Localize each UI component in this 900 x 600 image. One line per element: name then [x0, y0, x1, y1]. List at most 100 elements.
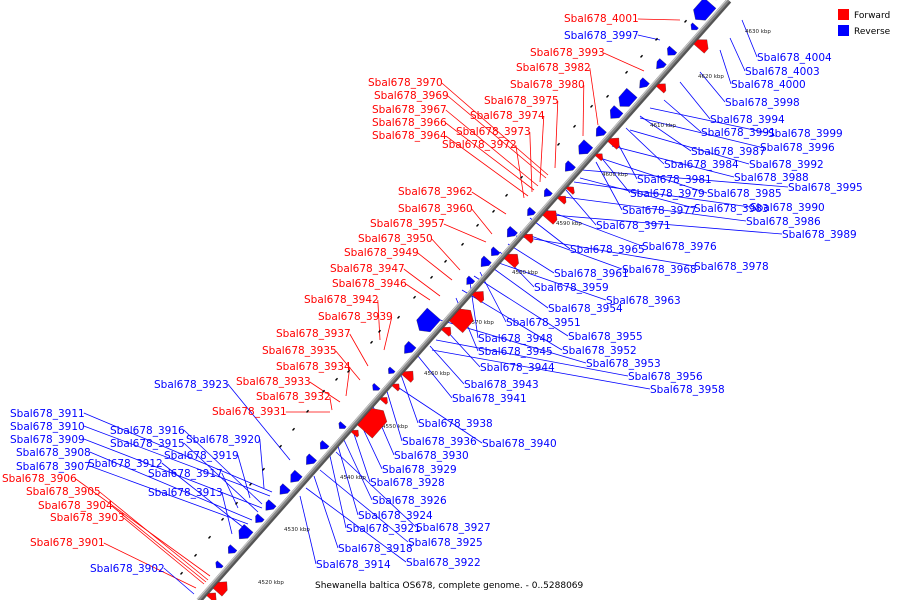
reverse-leader-line: [719, 49, 732, 85]
reverse-gene-label: Sbal678_3920: [186, 434, 261, 446]
reverse-gene-label: Sbal678_3998: [725, 97, 800, 109]
reverse-gene: [527, 206, 536, 216]
forward-gene: [357, 408, 388, 439]
reverse-gene: [578, 139, 594, 155]
reverse-leader-line: [611, 145, 735, 178]
forward-gene: [693, 39, 709, 54]
reverse-gene-label: Sbal678_3990: [750, 202, 825, 214]
forward-gene-label: Sbal678_3960: [398, 203, 473, 215]
legend-reverse-label: Reverse: [854, 27, 891, 37]
forward-gene: [401, 370, 414, 383]
reverse-leader-line: [89, 465, 249, 525]
forward-gene-label: Sbal678_3931: [212, 406, 287, 418]
forward-leader-line: [471, 191, 507, 215]
forward-gene-label: Sbal678_3974: [470, 110, 545, 122]
reverse-gene-label: Sbal678_3943: [464, 379, 539, 391]
reverse-leader-line: [335, 451, 417, 528]
tick-dash: [573, 124, 577, 128]
reverse-gene-label: Sbal678_3924: [358, 510, 433, 522]
kbp-tick-label: 4540 kbp: [340, 475, 366, 481]
reverse-leader-line: [161, 462, 245, 529]
reverse-gene-label: Sbal678_4004: [757, 52, 832, 64]
reverse-leader-line: [729, 37, 746, 72]
forward-leader-line: [441, 82, 549, 176]
forward-gene-label: Sbal678_3935: [262, 345, 337, 357]
forward-leader-line: [471, 208, 493, 235]
reverse-leader-line: [615, 139, 638, 180]
reverse-gene-label: Sbal678_3927: [416, 522, 491, 534]
tick-dash: [397, 315, 401, 319]
reverse-leader-line: [313, 475, 339, 549]
reverse-gene: [618, 87, 638, 107]
forward-gene-label: Sbal678_3932: [256, 391, 331, 403]
reverse-leader-line: [163, 567, 195, 595]
tick-dash: [180, 571, 184, 575]
reverse-gene-label: Sbal678_3948: [478, 333, 553, 345]
reverse-gene-label: Sbal678_3902: [90, 563, 165, 575]
kbp-tick-label: 4630 kbp: [745, 29, 771, 35]
reverse-gene-label: Sbal678_3995: [788, 182, 863, 194]
forward-gene-label: Sbal678_3970: [368, 77, 443, 89]
reverse-gene-label: Sbal678_3915: [110, 438, 185, 450]
reverse-gene-label: Sbal678_3994: [710, 114, 785, 126]
forward-leader-line: [554, 100, 559, 169]
forward-gene: [379, 397, 388, 405]
reverse-gene-label: Sbal678_3958: [650, 384, 725, 396]
tick-dash: [207, 535, 212, 539]
reverse-gene: [388, 366, 396, 374]
forward-gene-label: Sbal678_3980: [510, 79, 585, 91]
reverse-leader-line: [699, 71, 726, 103]
forward-gene-label: Sbal678_3947: [330, 263, 405, 275]
reverse-gene-label: Sbal678_3986: [746, 216, 821, 228]
forward-gene-label: Sbal678_3933: [236, 376, 311, 388]
reverse-gene-label: Sbal678_3999: [768, 128, 843, 140]
reverse-gene: [265, 499, 277, 511]
reverse-leader-line: [495, 261, 607, 301]
forward-leader-line: [443, 223, 487, 243]
gene-labels: Sbal678_4001 Sbal678_3993 Sbal678_3982 Sbal…: [2, 13, 863, 575]
forward-leader-line: [349, 333, 369, 367]
backbone-shadow: [197, 0, 732, 600]
forward-gene: [557, 195, 567, 205]
tick-dash: [504, 193, 509, 197]
kbp-tick-label: 4580 kbp: [512, 270, 538, 276]
forward-gene-label: Sbal678_3904: [38, 500, 113, 512]
reverse-gene: [338, 421, 347, 429]
reverse-leader-line: [639, 117, 761, 148]
tick-dash: [306, 409, 310, 413]
reverse-gene-label: Sbal678_3955: [568, 331, 643, 343]
reverse-gene-label: Sbal678_3983: [694, 203, 769, 215]
tick-dash: [476, 223, 480, 227]
reverse-gene-label: Sbal678_3912: [88, 458, 163, 470]
reverse-leader-line: [83, 425, 271, 497]
reverse-gene-label: Sbal678_3952: [562, 345, 637, 357]
forward-gene: [212, 581, 228, 597]
tick-dash: [625, 70, 629, 74]
reverse-gene-label: Sbal678_3944: [480, 362, 555, 374]
reverse-leader-line: [515, 235, 695, 267]
reverse-gene: [255, 513, 265, 523]
reverse-leader-line: [519, 231, 623, 270]
reverse-leader-line: [629, 129, 750, 165]
tick-dash: [430, 275, 434, 279]
tick-dash: [262, 467, 266, 471]
forward-leader-line: [417, 252, 453, 281]
reverse-gene: [372, 383, 381, 391]
reverse-gene-label: Sbal678_3914: [316, 559, 391, 571]
forward-leader-line: [515, 144, 525, 199]
reverse-gene: [480, 255, 492, 267]
tick-dash: [378, 329, 382, 333]
reverse-gene-label: Sbal678_3907: [16, 461, 91, 473]
reverse-gene-label: Sbal678_3971: [596, 220, 671, 232]
tick-dash: [640, 54, 644, 58]
reverse-gene-label: Sbal678_3951: [506, 317, 581, 329]
reverse-gene-label: Sbal678_3940: [482, 438, 557, 450]
tick-dash: [193, 553, 198, 557]
reverse-gene-label: Sbal678_3945: [478, 346, 553, 358]
reverse-gene: [565, 160, 576, 172]
reverse-gene: [215, 560, 224, 569]
reverse-leader-line: [639, 115, 692, 152]
genome-caption: Shewanella baltica OS678, complete genom…: [315, 581, 584, 591]
forward-gene-label: Sbal678_3949: [344, 247, 419, 259]
reverse-gene: [416, 307, 441, 333]
